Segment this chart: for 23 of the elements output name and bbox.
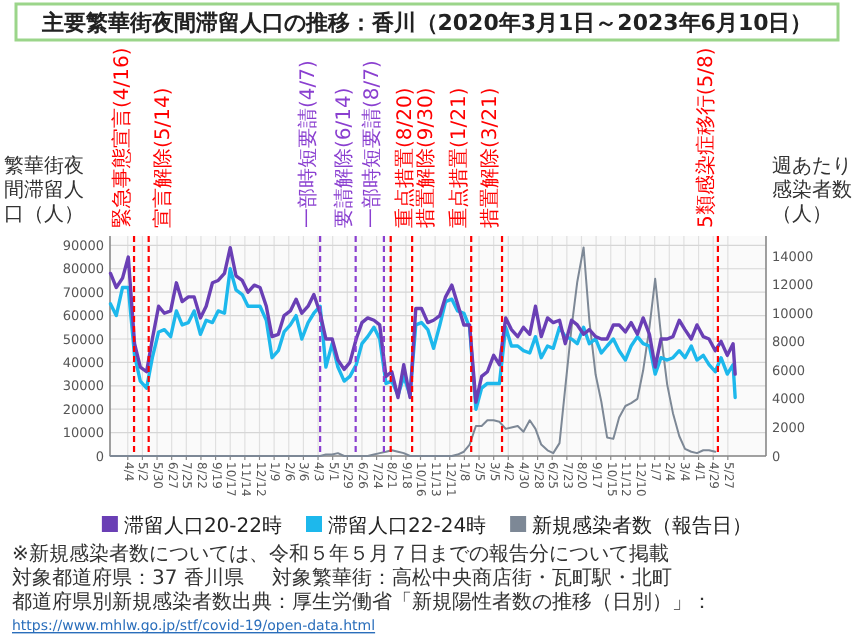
- text: 対象繁華街：高松中央商店街・瓦町駅・北町: [271, 566, 672, 590]
- legend-label: 滞留人口20-22時: [123, 514, 283, 538]
- legend-label: 滞留人口22-24時: [328, 514, 487, 538]
- chart-title: 主要繁華街夜間滞留人口の推移：香川（2020年3月1日～2023年6月10日）: [39, 10, 813, 36]
- y-axis-title: 繁華街夜間滞留人口（人）: [4, 154, 84, 226]
- line-series: [108, 267, 737, 411]
- text: 対象都道府県：37 香川県: [12, 566, 244, 590]
- ref-line-label: 要請解除(6/14): [331, 87, 356, 228]
- line-series: [108, 246, 737, 404]
- ref-line-label: 5類感染症移行(5/8): [693, 47, 718, 228]
- text: ※新規感染者数については、令和５年５月７日までの報告分について掲載: [12, 542, 669, 566]
- ref-line-label: 重点措置(1/21): [447, 87, 472, 228]
- ref-line-label: 宣言解除(5/14): [150, 87, 175, 228]
- ref-line-label: 緊急事態宣言(4/16): [110, 47, 135, 228]
- ref-line-label: 措置解除(3/21): [478, 87, 503, 228]
- ref-line-label: 一部時短要請(4/7): [296, 60, 321, 228]
- ref-line-label: 一部時短要請(8/7): [359, 60, 384, 228]
- legend-label: 新規感染者数（報告日）: [532, 514, 753, 538]
- ref-line-label: 重点措置(8/20): [392, 87, 417, 228]
- ref-line-label: 措置解除(9/30): [414, 87, 439, 228]
- y2-axis-title: 週あたり感染者数（人）: [772, 156, 852, 226]
- line-series: [109, 246, 717, 457]
- text: 都道府県別新規感染者数出典：厚生労働省「新規陽性者数の推移（日別）」：: [12, 590, 712, 614]
